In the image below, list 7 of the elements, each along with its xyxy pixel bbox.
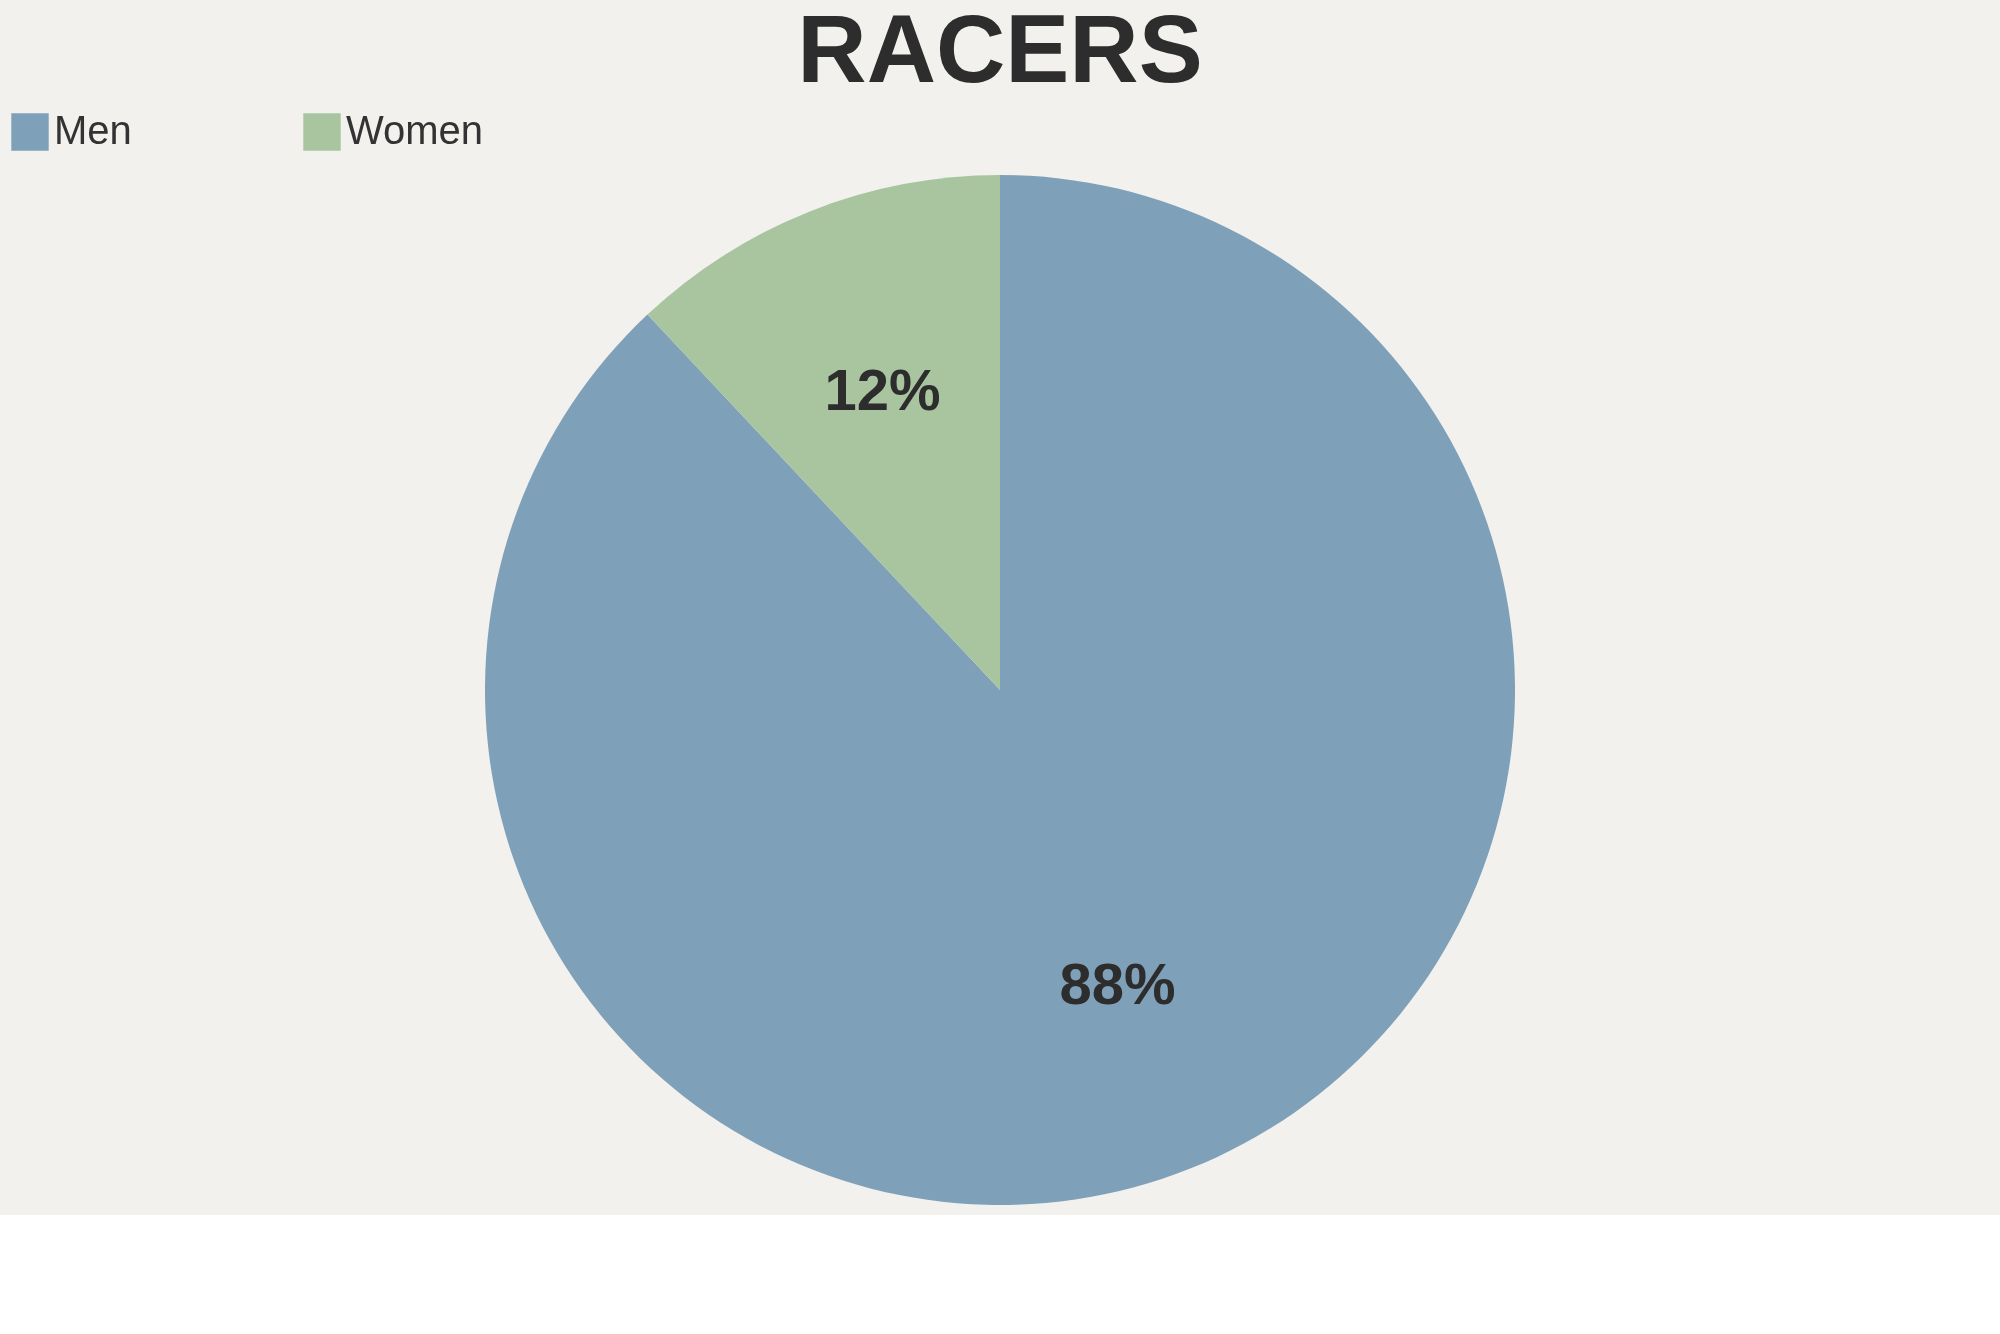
data-label: 12% [824,357,941,423]
legend-label: Men [54,108,132,152]
legend-label: Women [346,108,484,152]
chart-title: RACERS [797,0,1203,102]
data-label: 88% [1059,950,1176,1016]
pie-slice [485,175,1515,1205]
pie-slice [647,175,1000,690]
